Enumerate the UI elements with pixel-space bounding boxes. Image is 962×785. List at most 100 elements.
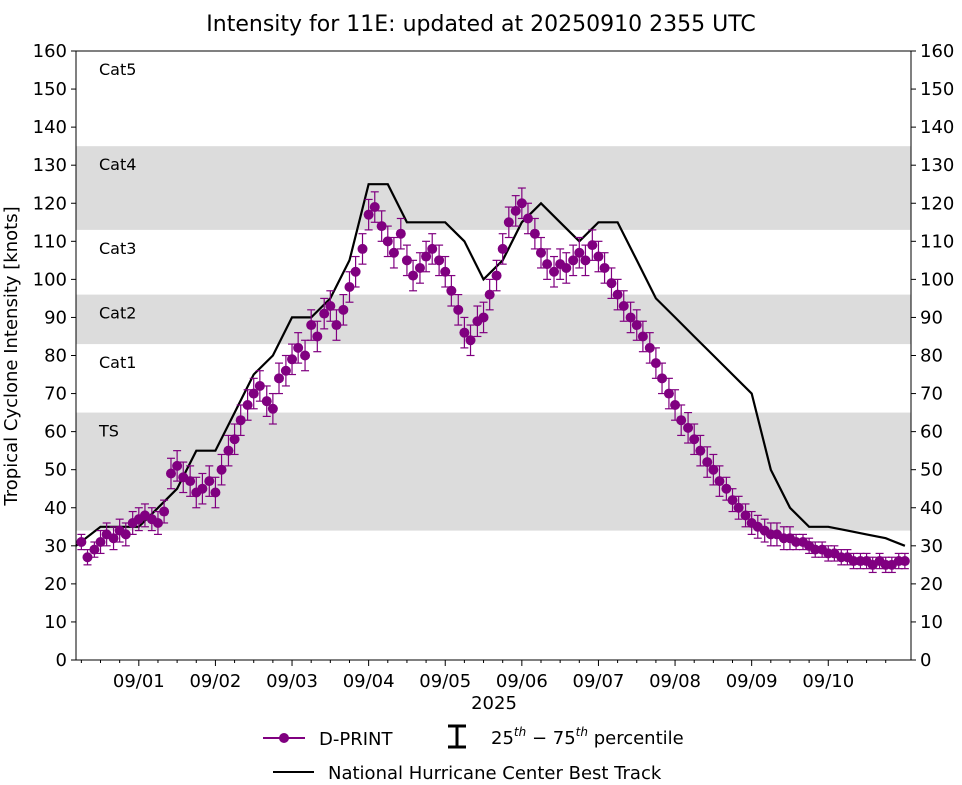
dprint-marker	[702, 457, 713, 468]
dprint-point	[434, 244, 445, 277]
dprint-point	[683, 411, 694, 444]
dprint-point	[261, 385, 272, 417]
x-tick-label: 09/10	[802, 671, 854, 692]
dprint-point	[395, 217, 406, 250]
dprint-point	[159, 499, 170, 524]
dprint-marker	[663, 388, 674, 399]
y-tick-label-left: 150	[33, 79, 67, 100]
dprint-point	[644, 332, 655, 364]
y-tick-label-left: 90	[44, 307, 67, 328]
dprint-marker	[325, 301, 336, 312]
dprint-point	[714, 465, 725, 497]
x-tick-label: 09/09	[726, 671, 778, 692]
dprint-point	[484, 278, 495, 311]
dprint-marker	[733, 502, 744, 513]
dprint-point	[612, 278, 623, 311]
dprint-point	[216, 453, 227, 486]
y-tick-label-right: 130	[920, 155, 954, 176]
y-tick-label-left: 80	[44, 346, 67, 367]
band-label-cat1: Cat1	[99, 353, 136, 372]
y-tick-label-right: 70	[920, 384, 943, 405]
y-tick-label-right: 140	[920, 117, 954, 138]
dprint-layer	[76, 187, 910, 574]
dprint-point	[223, 434, 234, 467]
dprint-point	[459, 316, 470, 349]
dprint-marker	[542, 259, 553, 270]
dprint-marker	[631, 320, 642, 331]
dprint-marker	[76, 537, 87, 548]
dprint-point	[791, 533, 802, 551]
y-tick-label-right: 160	[920, 41, 954, 62]
dprint-marker	[185, 476, 196, 487]
y-tick-label-right: 30	[920, 536, 943, 557]
dprint-point	[114, 518, 125, 543]
dprint-marker	[267, 403, 278, 414]
dprint-point	[401, 244, 412, 277]
dprint-marker	[338, 304, 349, 315]
y-tick-label-right: 10	[920, 612, 943, 633]
dprint-point	[689, 423, 700, 456]
dprint-point	[618, 290, 629, 322]
dprint-point	[185, 465, 196, 497]
dprint-marker	[248, 388, 259, 399]
dprint-marker	[574, 247, 585, 258]
dprint-marker	[395, 228, 406, 239]
dprint-marker	[401, 255, 412, 266]
y-tick-label-left: 10	[44, 612, 67, 633]
dprint-point	[388, 236, 399, 269]
dprint-marker	[254, 380, 265, 391]
dprint-point	[810, 541, 821, 558]
dprint-marker	[593, 251, 604, 262]
dprint-point	[702, 446, 713, 478]
dprint-marker	[382, 236, 393, 247]
dprint-marker	[331, 320, 342, 331]
dprint-marker	[587, 240, 598, 251]
best-track-layer	[75, 183, 906, 547]
plot-frame	[75, 50, 912, 661]
x-tick-label: 09/05	[419, 671, 471, 692]
y-tick-label-right: 0	[920, 650, 931, 671]
dprint-marker	[210, 487, 221, 498]
y-tick-label-left: 70	[44, 384, 67, 405]
y-tick-label-left: 0	[56, 650, 67, 671]
dprint-marker	[306, 320, 317, 331]
dprint-point	[172, 450, 183, 482]
dprint-point	[306, 309, 317, 341]
y-tick-label-right: 100	[920, 269, 954, 290]
dprint-point	[357, 233, 368, 265]
y-tick-label-left: 40	[44, 498, 67, 519]
band-label-cat4: Cat4	[99, 155, 136, 174]
legend-dprint-marker	[279, 733, 289, 743]
dprint-marker	[612, 289, 623, 300]
dprint-marker	[497, 243, 508, 254]
y-tick-label-left: 130	[33, 155, 67, 176]
dprint-point	[542, 248, 553, 280]
dprint-point	[497, 233, 508, 265]
dprint-marker	[791, 537, 802, 548]
dprint-marker	[727, 495, 738, 506]
y-tick-label-right: 60	[920, 422, 943, 443]
dprint-marker	[529, 228, 540, 239]
band-label-ts: TS	[98, 422, 119, 441]
dprint-point	[408, 259, 419, 292]
dprint-marker	[357, 243, 368, 254]
dprint-marker	[89, 544, 100, 555]
dprint-point	[568, 244, 579, 277]
dprint-point	[274, 362, 285, 395]
dprint-point	[293, 332, 304, 364]
dprint-point	[242, 389, 253, 421]
dprint-marker	[650, 358, 661, 369]
dprint-point	[721, 476, 732, 501]
y-tick-label-left: 60	[44, 422, 67, 443]
y-tick-label-left: 100	[33, 269, 67, 290]
dprint-point	[344, 271, 355, 303]
category-band-labels: TS Cat1 Cat2 Cat3 Cat4 Cat5	[98, 60, 136, 441]
band-cat4	[76, 146, 911, 230]
y-tick-label-left: 120	[33, 193, 67, 214]
dprint-marker	[108, 533, 119, 544]
dprint-marker	[197, 483, 208, 494]
dprint-point	[210, 476, 221, 509]
y-axis-label: Tropical Cyclone Intensity [knots]	[1, 206, 22, 506]
dprint-marker	[350, 266, 361, 277]
dprint-marker	[376, 221, 387, 232]
